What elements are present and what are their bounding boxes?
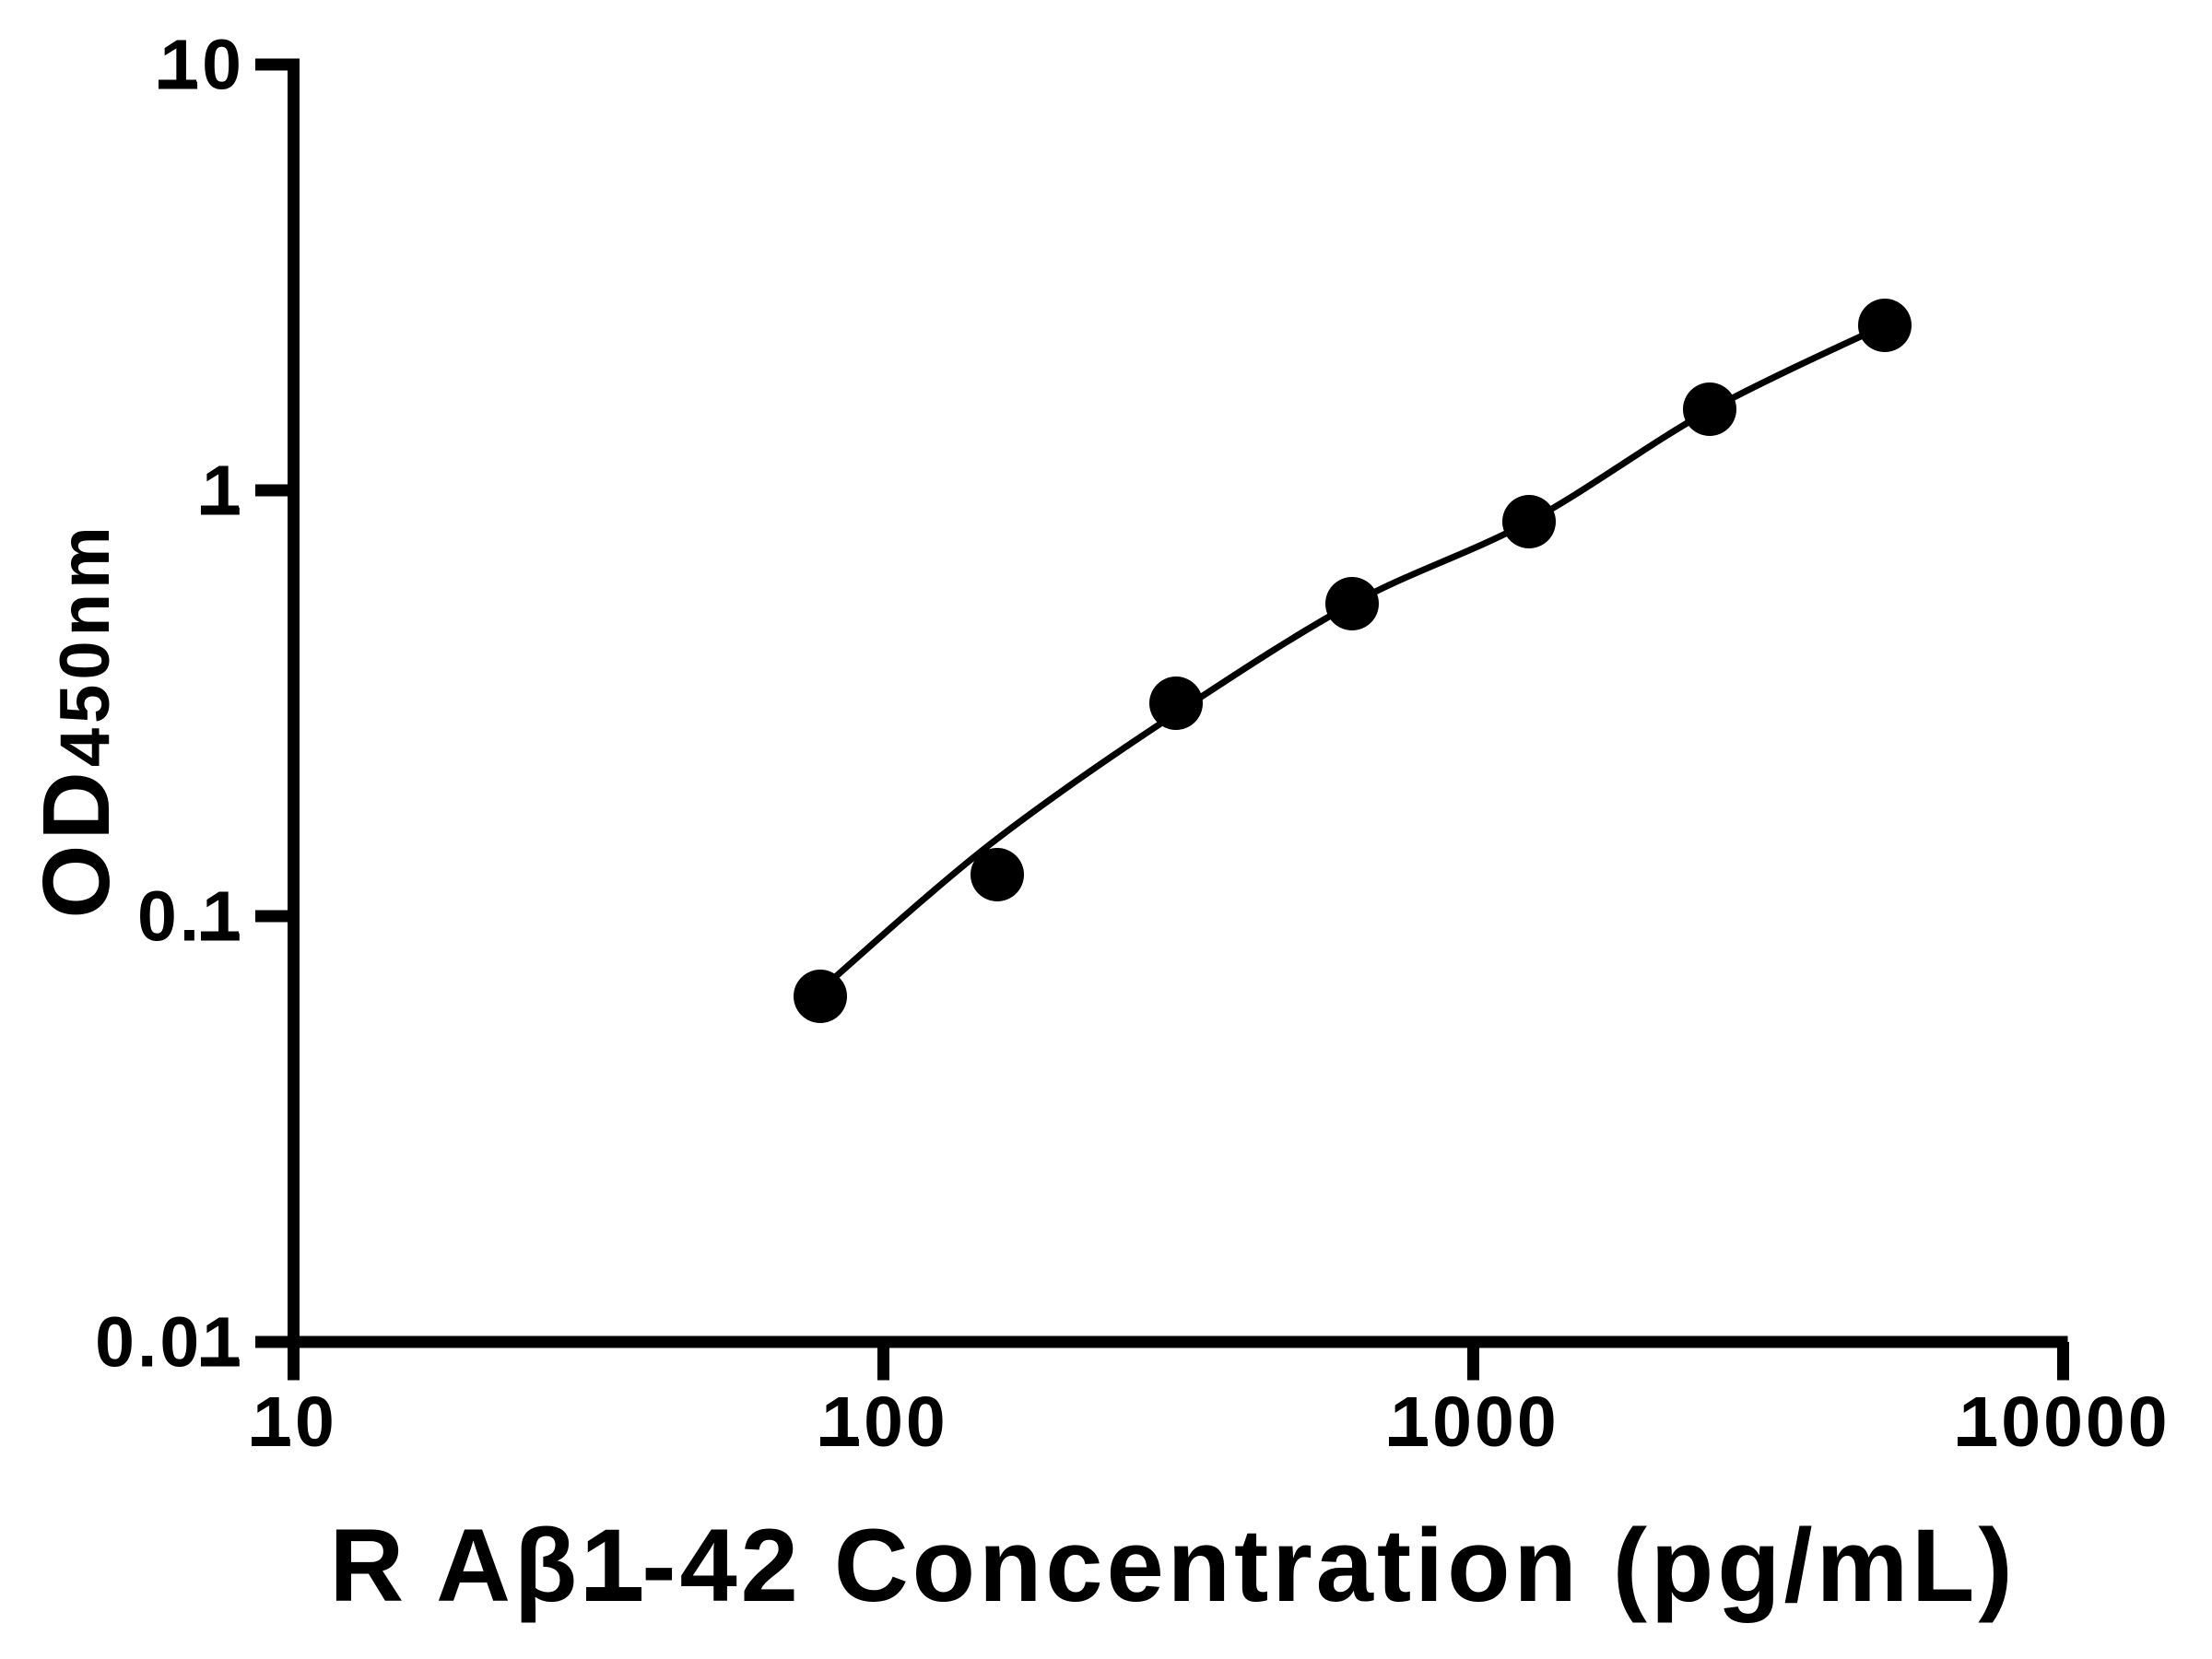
svg-text:OD450nm: OD450nm — [23, 522, 129, 918]
svg-text:100: 100 — [821, 1382, 947, 1462]
svg-text:10000: 10000 — [1959, 1382, 2170, 1462]
svg-text:0.01: 0.01 — [95, 1303, 244, 1382]
svg-text:0.1: 0.1 — [137, 877, 244, 957]
svg-text:10: 10 — [159, 26, 244, 105]
svg-text:R Aβ1-42 Concentration (pg/mL): R Aβ1-42 Concentration (pg/mL) — [329, 1508, 2016, 1623]
svg-text:1: 1 — [202, 452, 244, 531]
svg-text:1000: 1000 — [1390, 1382, 1559, 1462]
svg-text:10: 10 — [253, 1382, 337, 1462]
